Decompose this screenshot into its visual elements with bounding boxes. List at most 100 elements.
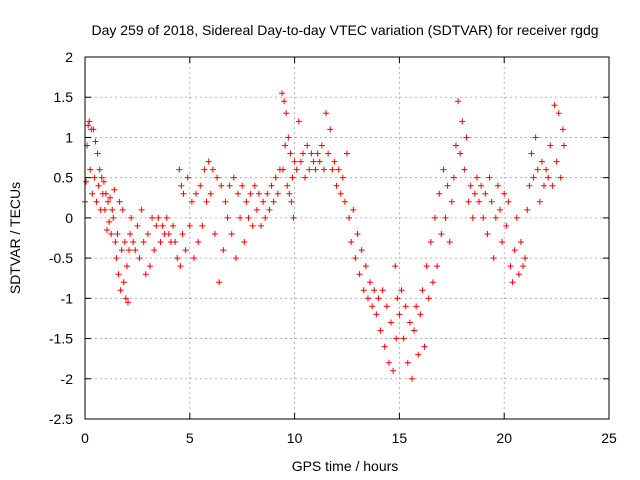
data-point-marker xyxy=(120,279,127,286)
data-point-marker xyxy=(289,174,296,181)
data-point-marker xyxy=(151,247,158,254)
data-point-marker xyxy=(178,182,185,189)
data-point-marker xyxy=(358,247,365,254)
data-point-marker xyxy=(425,295,432,302)
data-point-marker xyxy=(193,190,200,197)
data-point-marker xyxy=(329,166,336,173)
data-point-marker xyxy=(280,166,287,173)
data-point-marker xyxy=(560,142,567,149)
data-point-marker xyxy=(320,166,327,173)
data-point-marker xyxy=(203,198,210,205)
data-point-marker xyxy=(442,214,449,221)
data-point-marker xyxy=(228,230,235,237)
data-point-marker xyxy=(452,142,459,149)
data-point-marker xyxy=(404,359,411,366)
data-point-marker xyxy=(417,311,424,318)
data-point-marker xyxy=(142,271,149,278)
data-point-marker xyxy=(429,279,436,286)
data-point-marker xyxy=(130,239,137,246)
data-point-marker xyxy=(122,295,129,302)
data-point-marker xyxy=(517,239,524,246)
data-point-marker xyxy=(102,190,109,197)
data-point-marker xyxy=(126,247,133,254)
data-point-marker xyxy=(390,367,397,374)
data-point-marker xyxy=(536,198,543,205)
data-point-marker xyxy=(406,319,413,326)
data-point-marker xyxy=(541,182,548,189)
data-point-marker xyxy=(440,166,447,173)
y-tick-label: 2 xyxy=(65,49,73,65)
data-point-marker xyxy=(279,90,286,97)
data-point-marker xyxy=(547,142,554,149)
data-point-marker xyxy=(262,214,269,221)
data-point-marker xyxy=(144,230,151,237)
data-point-marker xyxy=(107,194,114,201)
data-point-marker xyxy=(476,198,483,205)
data-point-marker xyxy=(306,166,313,173)
data-point-marker xyxy=(499,239,506,246)
data-point-marker xyxy=(89,190,96,197)
axis-ticks: 0 5 10 15 20 25 -2.5 -2 -1.5 -1 -0.5 0 0.5 1 1.5 2 xyxy=(49,49,617,446)
data-point-marker xyxy=(87,166,94,173)
data-point-marker xyxy=(123,263,130,270)
data-point-marker xyxy=(411,327,418,334)
data-point-marker xyxy=(112,239,119,246)
data-point-marker xyxy=(281,98,288,105)
data-point-marker xyxy=(155,214,162,221)
data-point-marker xyxy=(434,263,441,270)
data-point-marker xyxy=(98,174,105,181)
data-point-marker xyxy=(465,198,472,205)
data-point-marker xyxy=(513,214,520,221)
data-point-marker xyxy=(258,222,265,229)
data-point-marker xyxy=(138,206,145,213)
data-point-marker xyxy=(96,166,103,173)
data-point-marker xyxy=(341,198,348,205)
data-point-marker xyxy=(325,150,332,157)
data-point-marker xyxy=(211,230,218,237)
data-point-marker xyxy=(398,287,405,294)
data-point-marker xyxy=(360,287,367,294)
data-point-marker xyxy=(486,174,493,181)
data-point-marker xyxy=(413,303,420,310)
data-point-marker xyxy=(157,239,164,246)
data-point-marker xyxy=(511,247,518,254)
y-axis-label: SDTVAR / TECUs xyxy=(7,182,23,294)
data-point-marker xyxy=(124,299,131,306)
data-point-marker xyxy=(249,222,256,229)
data-point-marker xyxy=(172,239,179,246)
data-point-marker xyxy=(352,255,359,262)
data-point-marker xyxy=(530,174,537,181)
data-point-marker xyxy=(393,335,400,342)
data-point-marker xyxy=(245,214,252,221)
data-point-marker xyxy=(100,178,107,185)
data-point-marker xyxy=(108,230,115,237)
data-point-marker xyxy=(350,206,357,213)
data-point-marker xyxy=(295,118,302,125)
data-point-marker xyxy=(260,198,267,205)
y-tick-label: -2.5 xyxy=(49,411,73,427)
data-point-marker xyxy=(337,190,344,197)
data-point-marker xyxy=(346,214,353,221)
x-tick-label: 15 xyxy=(392,430,408,446)
data-point-marker xyxy=(209,166,216,173)
data-point-marker xyxy=(274,190,281,197)
data-point-marker xyxy=(331,158,338,165)
data-point-marker xyxy=(388,319,395,326)
data-point-marker xyxy=(253,206,260,213)
data-point-marker xyxy=(163,214,170,221)
data-point-marker xyxy=(222,198,229,205)
data-point-marker xyxy=(528,150,535,157)
data-point-marker xyxy=(385,359,392,366)
data-point-marker xyxy=(105,198,112,205)
data-point-marker xyxy=(497,206,504,213)
data-point-marker xyxy=(297,158,304,165)
data-point-marker xyxy=(197,182,204,189)
data-point-marker xyxy=(86,118,93,125)
data-point-marker xyxy=(526,182,533,189)
data-point-marker xyxy=(272,174,279,181)
data-point-marker xyxy=(310,158,317,165)
data-point-marker xyxy=(290,214,297,221)
data-point-marker xyxy=(291,158,298,165)
data-point-marker xyxy=(251,182,258,189)
plot-frame xyxy=(84,56,610,420)
